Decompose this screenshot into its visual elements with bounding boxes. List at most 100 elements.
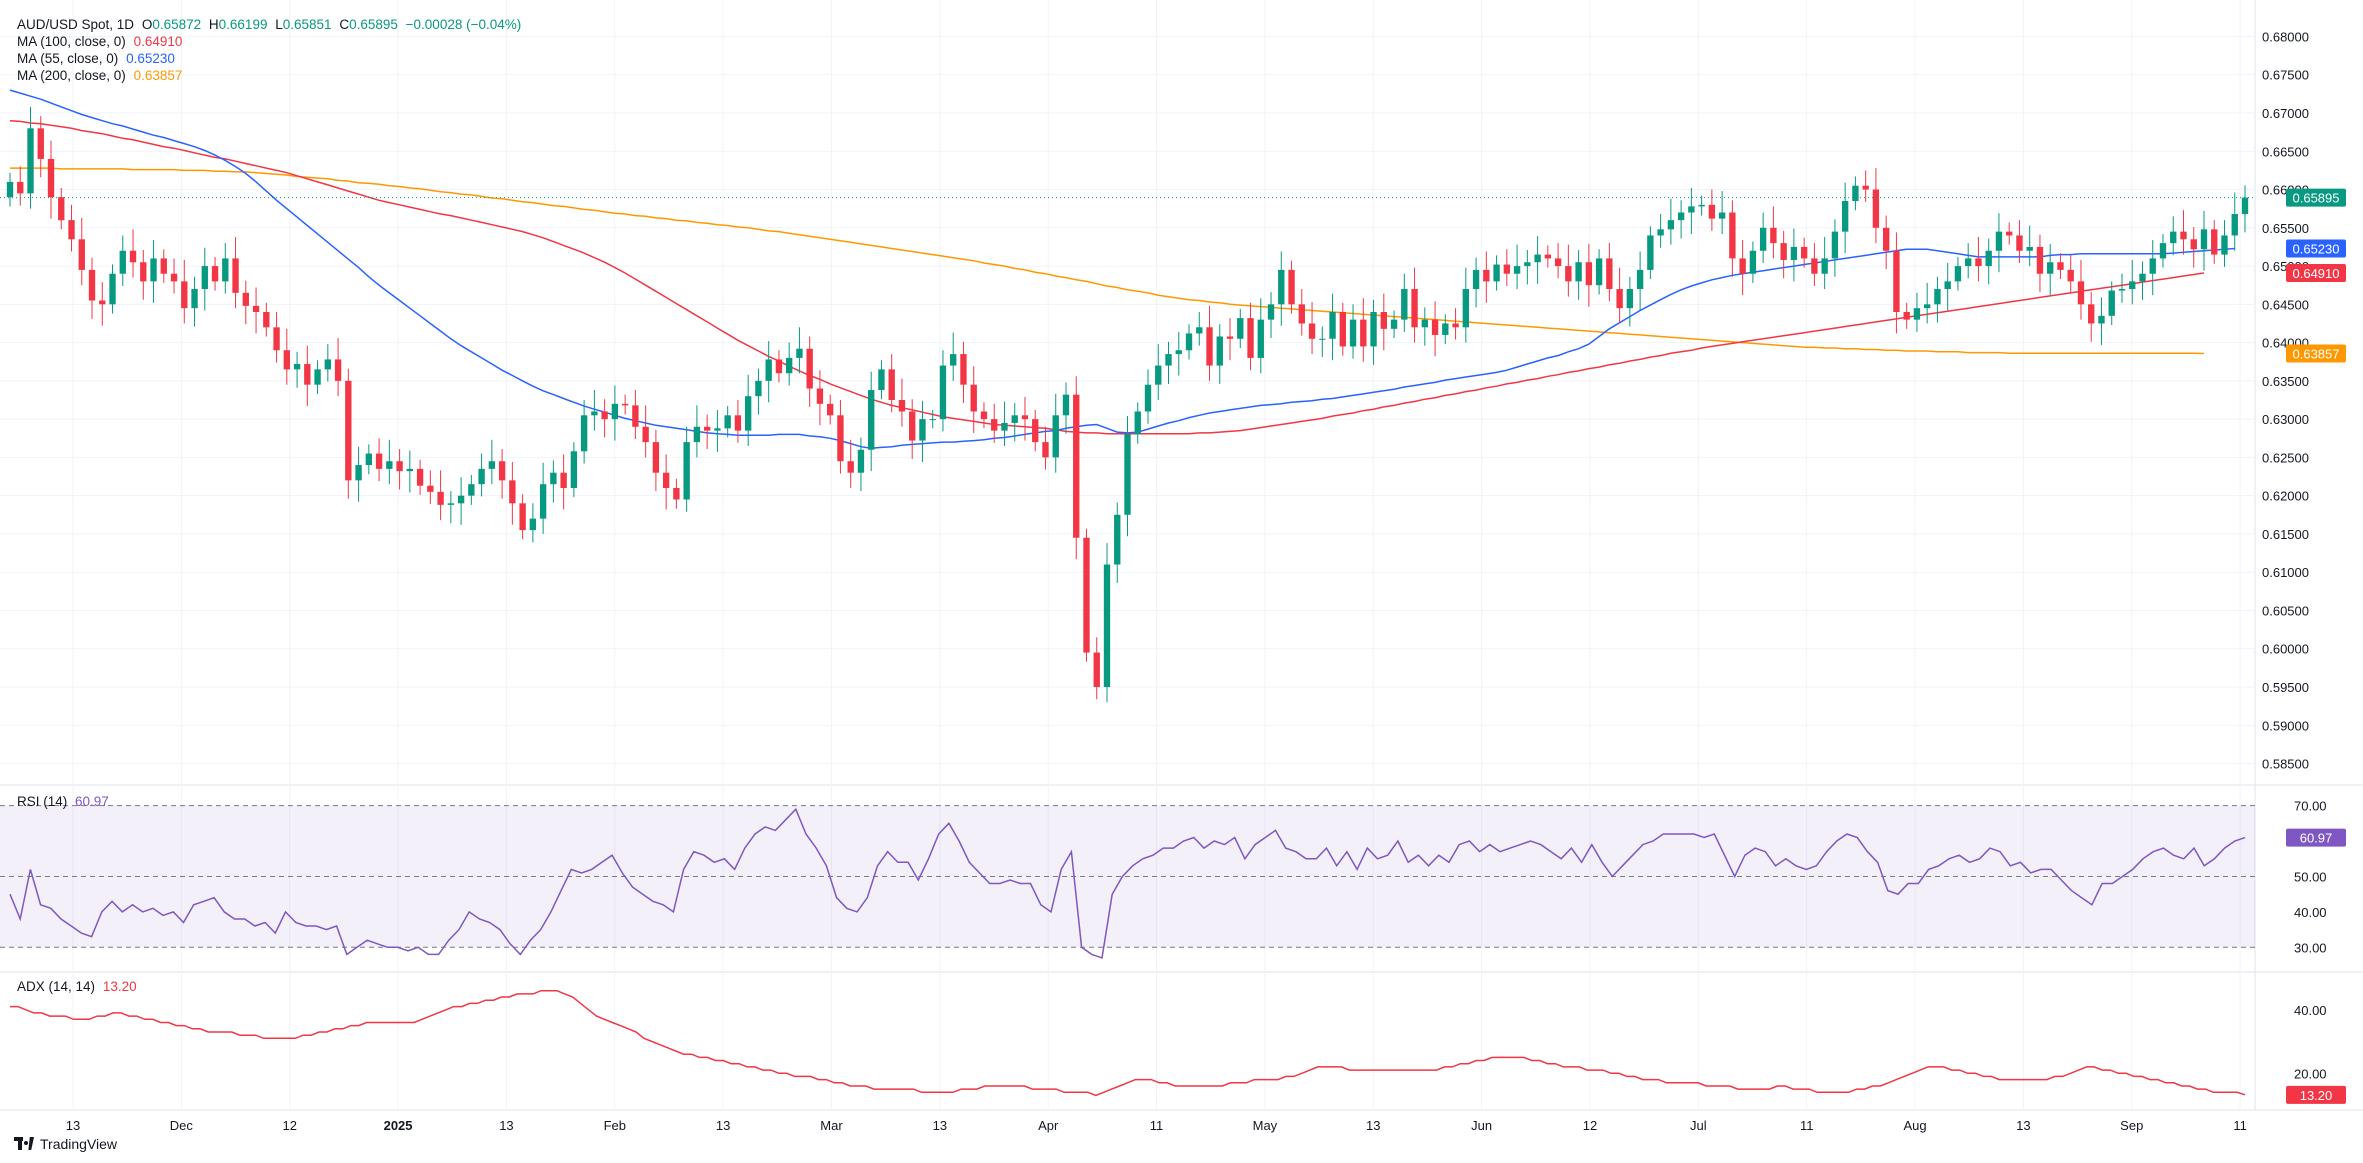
- candle-body: [1606, 258, 1613, 290]
- candle-body: [1021, 415, 1029, 420]
- x-axis-label: Jun: [1471, 1118, 1492, 1133]
- candle-body: [283, 350, 290, 370]
- candle-body: [1759, 227, 1767, 251]
- candle-body: [1298, 304, 1305, 324]
- legend-low: 0.65851: [282, 17, 332, 32]
- candle-body: [252, 305, 260, 312]
- candle-body: [1657, 229, 1664, 236]
- candle-body: [406, 468, 414, 472]
- candle-body: [2159, 243, 2167, 259]
- candle-body: [1882, 227, 1890, 251]
- price-tick-label: 0.67000: [2262, 106, 2309, 121]
- candle-body: [1411, 289, 1418, 328]
- candle-body: [744, 396, 752, 431]
- price-tick-label: 0.62000: [2262, 489, 2309, 504]
- candle-body: [2088, 304, 2095, 324]
- adx-tick-label: 20.00: [2294, 1066, 2327, 1081]
- candle-body: [1452, 323, 1459, 328]
- ma200-line: [10, 167, 2205, 355]
- candle-body: [991, 419, 998, 431]
- rsi-line: [9, 807, 2246, 959]
- candle-body: [1934, 289, 1941, 305]
- candle-body: [580, 415, 588, 452]
- candle-body: [1237, 318, 1244, 339]
- price-tick-label: 0.68000: [2262, 29, 2309, 44]
- candle-body: [703, 426, 711, 431]
- candle-body: [334, 359, 342, 381]
- adx-line: [10, 989, 2246, 1097]
- candle-body: [1811, 258, 1818, 274]
- candle-body: [652, 442, 660, 473]
- candle-body: [1585, 262, 1593, 286]
- candle-body: [1144, 384, 1152, 412]
- candle-body: [416, 468, 424, 486]
- ma200-price-tag: [2286, 344, 2346, 363]
- candle-body: [1267, 304, 1275, 320]
- candle-body: [1339, 311, 1346, 347]
- candle-body: [2118, 289, 2126, 291]
- legend-ma200-label: MA (200, close, 0): [17, 68, 126, 83]
- tradingview-logo[interactable]: TradingView: [14, 1136, 117, 1152]
- candle-body: [201, 266, 208, 290]
- candle-body: [375, 453, 383, 469]
- candle-body: [755, 380, 762, 397]
- candle-body: [1780, 243, 1787, 260]
- candle-body: [1821, 258, 1828, 274]
- legend-close: 0.65895: [349, 17, 398, 32]
- candle-body: [1206, 327, 1213, 366]
- candle-body: [365, 453, 373, 466]
- price-tick-label: 0.67500: [2262, 68, 2309, 83]
- candle-body: [950, 354, 957, 366]
- candle-body: [714, 428, 721, 431]
- candle-body: [1616, 289, 1623, 309]
- candle-body: [232, 258, 239, 293]
- candle-body: [1103, 564, 1111, 687]
- candle-body: [1790, 246, 1798, 260]
- candle-body: [1534, 254, 1541, 263]
- candle-body: [6, 181, 14, 198]
- candle-body: [129, 250, 137, 263]
- legend-ma200-row[interactable]: MA (200, close, 0) 0.63857: [17, 67, 525, 84]
- rsi-legend[interactable]: RSI (14) 60.97: [17, 794, 113, 809]
- candle-body: [1257, 319, 1264, 358]
- candle-body: [1626, 289, 1634, 309]
- legend-ohlc-row: AUD/USD Spot, 1D O0.65872 H0.66199 L0.65…: [17, 16, 525, 33]
- candle-body: [222, 258, 229, 282]
- candle-body: [775, 359, 783, 374]
- candle-body: [2108, 290, 2115, 316]
- legend-symbol[interactable]: AUD/USD Spot, 1D: [17, 17, 135, 32]
- candle-body: [1554, 258, 1562, 267]
- x-axis-label: May: [1253, 1118, 1278, 1133]
- candle-body: [293, 364, 301, 370]
- candle-body: [1442, 323, 1449, 335]
- candle-body: [1965, 258, 1972, 267]
- candle-body: [1196, 327, 1203, 334]
- candle-body: [1677, 212, 1685, 221]
- price-tick-label: 0.61000: [2262, 565, 2309, 580]
- ma55-price-tag: [2286, 239, 2346, 258]
- candle-body: [1985, 250, 1992, 267]
- candle-body: [1975, 258, 1982, 267]
- candle-body: [88, 269, 96, 301]
- adx-legend[interactable]: ADX (14, 14) 13.20: [17, 979, 141, 994]
- candle-body: [2016, 235, 2023, 251]
- candle-body: [1073, 394, 1080, 538]
- candle-body: [2057, 262, 2064, 270]
- candle-body: [2190, 239, 2197, 250]
- candle-body: [488, 461, 496, 469]
- x-axis-label: Aug: [1903, 1118, 1926, 1133]
- candle-body: [570, 451, 578, 489]
- legend-ma100-row[interactable]: MA (100, close, 0) 0.64910: [17, 33, 525, 50]
- candle-body: [1995, 231, 2003, 251]
- candle-body: [1360, 319, 1367, 347]
- candle-body: [1483, 269, 1490, 282]
- rsi-tick-label: 50.00: [2294, 869, 2327, 884]
- tradingview-icon: [14, 1137, 34, 1151]
- candle-body: [2139, 273, 2146, 282]
- legend-ma55-row[interactable]: MA (55, close, 0) 0.65230: [17, 50, 525, 67]
- candle-body: [878, 369, 885, 391]
- candle-body: [1595, 258, 1603, 286]
- candle-body: [1288, 269, 1295, 305]
- candle-body: [919, 419, 926, 441]
